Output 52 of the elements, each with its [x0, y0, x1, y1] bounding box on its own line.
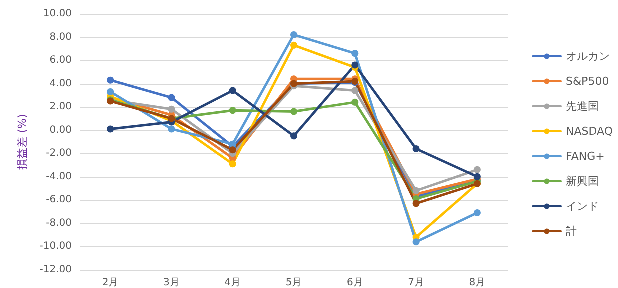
legend-label: NASDAQ: [566, 125, 614, 138]
point: [229, 87, 236, 94]
point: [474, 166, 481, 174]
point: [412, 238, 420, 246]
point: [107, 88, 114, 96]
point: [352, 87, 359, 94]
x-tick-label: 5月: [286, 278, 302, 288]
y-tick-label: 10.00: [43, 8, 72, 20]
legend-label: 新興国: [566, 175, 599, 188]
y-tick-label: 6.00: [50, 55, 72, 66]
point: [412, 187, 420, 194]
y-tick-label: -4.00: [46, 171, 72, 182]
point: [474, 173, 481, 180]
legend-label: 計: [566, 225, 577, 238]
y-tick-label: 8.00: [50, 32, 72, 43]
legend-label: 先進国: [566, 100, 599, 113]
x-tick-label: 6月: [346, 278, 364, 288]
point: [290, 31, 298, 38]
point: [290, 108, 298, 116]
y-axis-title: 損益差 (%): [16, 114, 29, 170]
y-tick-label: -12.00: [40, 264, 72, 276]
x-tick-label: 2月: [102, 278, 119, 288]
x-tick-label: 7月: [408, 278, 424, 288]
legend-label: S&P500: [566, 75, 610, 88]
point: [107, 76, 114, 84]
y-tick-label: -10.00: [40, 241, 72, 252]
point: [352, 62, 359, 69]
point: [290, 132, 298, 140]
point: [352, 98, 359, 106]
point: [229, 107, 236, 114]
point: [168, 126, 176, 133]
x-tick-label: 4月: [224, 278, 242, 288]
point: [107, 126, 114, 133]
point: [474, 209, 481, 216]
x-tick-label: 3月: [164, 278, 180, 288]
y-tick-label: -6.00: [46, 194, 72, 206]
legend-label: インド: [566, 200, 599, 213]
y-tick-label: 4.00: [50, 78, 72, 90]
point: [168, 94, 176, 102]
point: [168, 106, 176, 113]
point: [229, 160, 236, 168]
x-tick-label: 8月: [469, 278, 486, 288]
point: [290, 42, 298, 49]
point: [412, 200, 420, 208]
y-tick-label: 2.00: [50, 102, 72, 113]
y-tick-label: 0.00: [50, 124, 72, 136]
legend-label: FANG+: [566, 150, 605, 163]
legend-label: オルカン: [566, 50, 610, 63]
point: [412, 145, 420, 152]
point: [352, 50, 359, 58]
y-tick-label: -2.00: [46, 148, 72, 160]
y-tick-label: -8.00: [46, 218, 72, 229]
